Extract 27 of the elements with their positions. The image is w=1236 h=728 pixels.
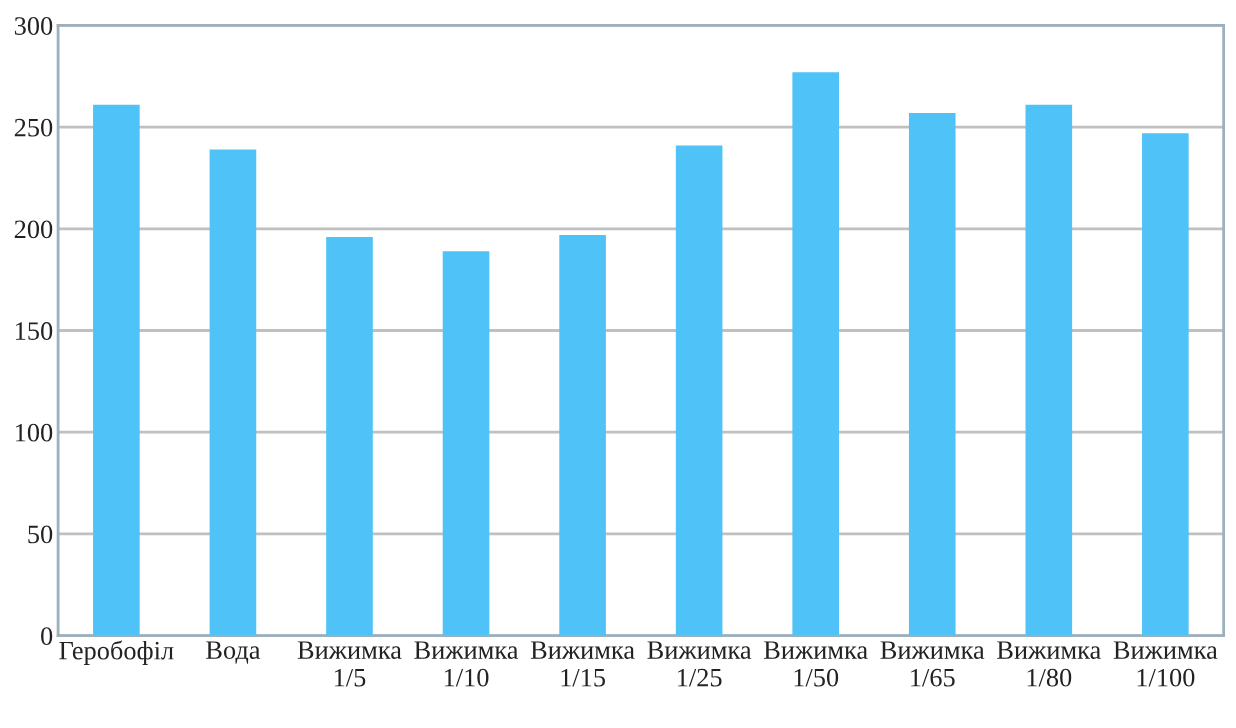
y-tick-label: 0 (41, 627, 53, 645)
y-tick-label: 300 (14, 17, 53, 35)
bar (442, 251, 490, 636)
bar (675, 145, 723, 636)
bar (908, 112, 956, 636)
y-tick-label: 250 (14, 118, 53, 137)
x-tick-label: Вижимка 1/15 (530, 641, 635, 687)
y-tick-label: 150 (15, 322, 53, 340)
x-tick-label: Вижимка 1/25 (647, 641, 752, 687)
x-tick-label: Вижимка 1/5 (297, 641, 402, 687)
x-tick-label: Геробофіл (59, 640, 174, 665)
bar (1142, 133, 1189, 636)
x-tick-label: Вижимка 1/80 (997, 641, 1101, 687)
bar (209, 149, 257, 636)
x-tick-label: Вижимка 1/65 (880, 641, 985, 687)
x-tick-label: Вижимка 1/100 (1113, 641, 1218, 687)
x-tick-label: Вижимка 1/10 (414, 641, 519, 687)
bar (792, 72, 840, 636)
y-tick-label: 100 (15, 423, 53, 442)
bar (559, 234, 606, 636)
y-tick-label: 50 (28, 525, 53, 544)
bar (93, 104, 140, 636)
bar (326, 236, 373, 636)
bar (1025, 104, 1073, 636)
y-tick-label: 200 (14, 220, 53, 239)
x-tick-label: Вода (206, 641, 261, 664)
x-tick-label: Вижимка 1/50 (764, 641, 868, 687)
